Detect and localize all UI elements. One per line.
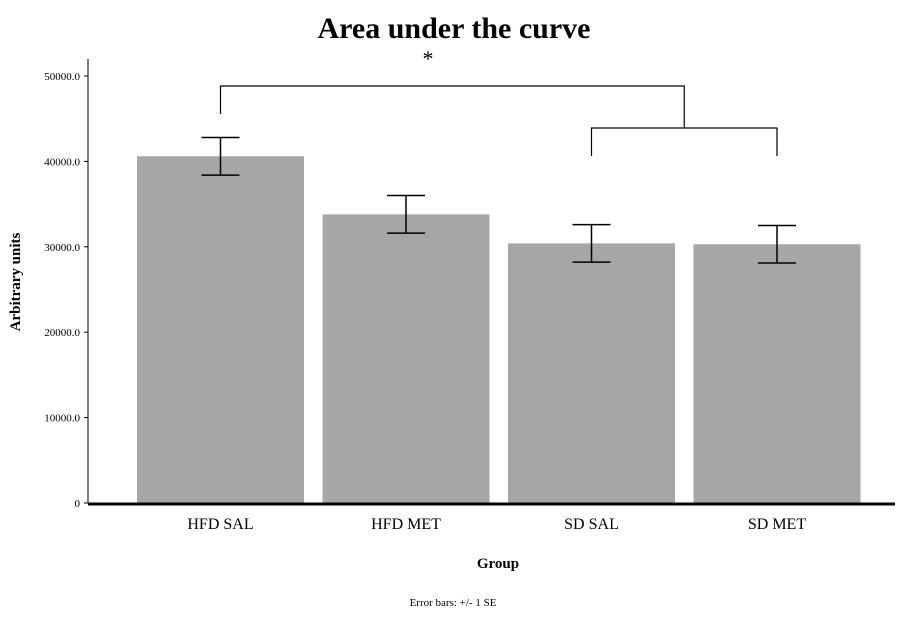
x-tick-label: SD SAL xyxy=(564,516,619,533)
bar xyxy=(137,156,304,503)
x-tick-label: SD MET xyxy=(748,516,806,533)
error-bars xyxy=(201,136,796,264)
x-tick-label: HFD SAL xyxy=(187,516,253,533)
footnote: Error bars: +/- 1 SE xyxy=(410,597,497,609)
y-axis-label: Arbitrary units xyxy=(8,232,24,331)
bar xyxy=(693,244,861,503)
y-tick-label: 10000.0 xyxy=(44,413,80,425)
bar xyxy=(322,214,490,503)
x-axis: HFD SAL HFD MET SD SAL SD MET xyxy=(88,502,895,533)
chart-title: Area under the curve xyxy=(317,12,590,45)
bracket-inner xyxy=(590,127,778,156)
y-axis: 0 10000.0 20000.0 30000.0 40000.0 50000.0 xyxy=(44,58,89,510)
bracket-outer xyxy=(219,85,685,128)
significance-brackets: * xyxy=(219,46,778,156)
y-tick-label: 40000.0 xyxy=(44,156,80,168)
y-tick-label: 50000.0 xyxy=(44,71,80,83)
x-tick-label: HFD MET xyxy=(371,516,441,533)
bar xyxy=(508,243,675,503)
y-tick-label: 0 xyxy=(75,498,81,510)
bars xyxy=(137,156,861,503)
significance-marker: * xyxy=(423,46,434,71)
y-tick-label: 30000.0 xyxy=(44,242,80,254)
y-tick-label: 20000.0 xyxy=(44,327,80,339)
x-axis-label: Group xyxy=(477,556,519,572)
